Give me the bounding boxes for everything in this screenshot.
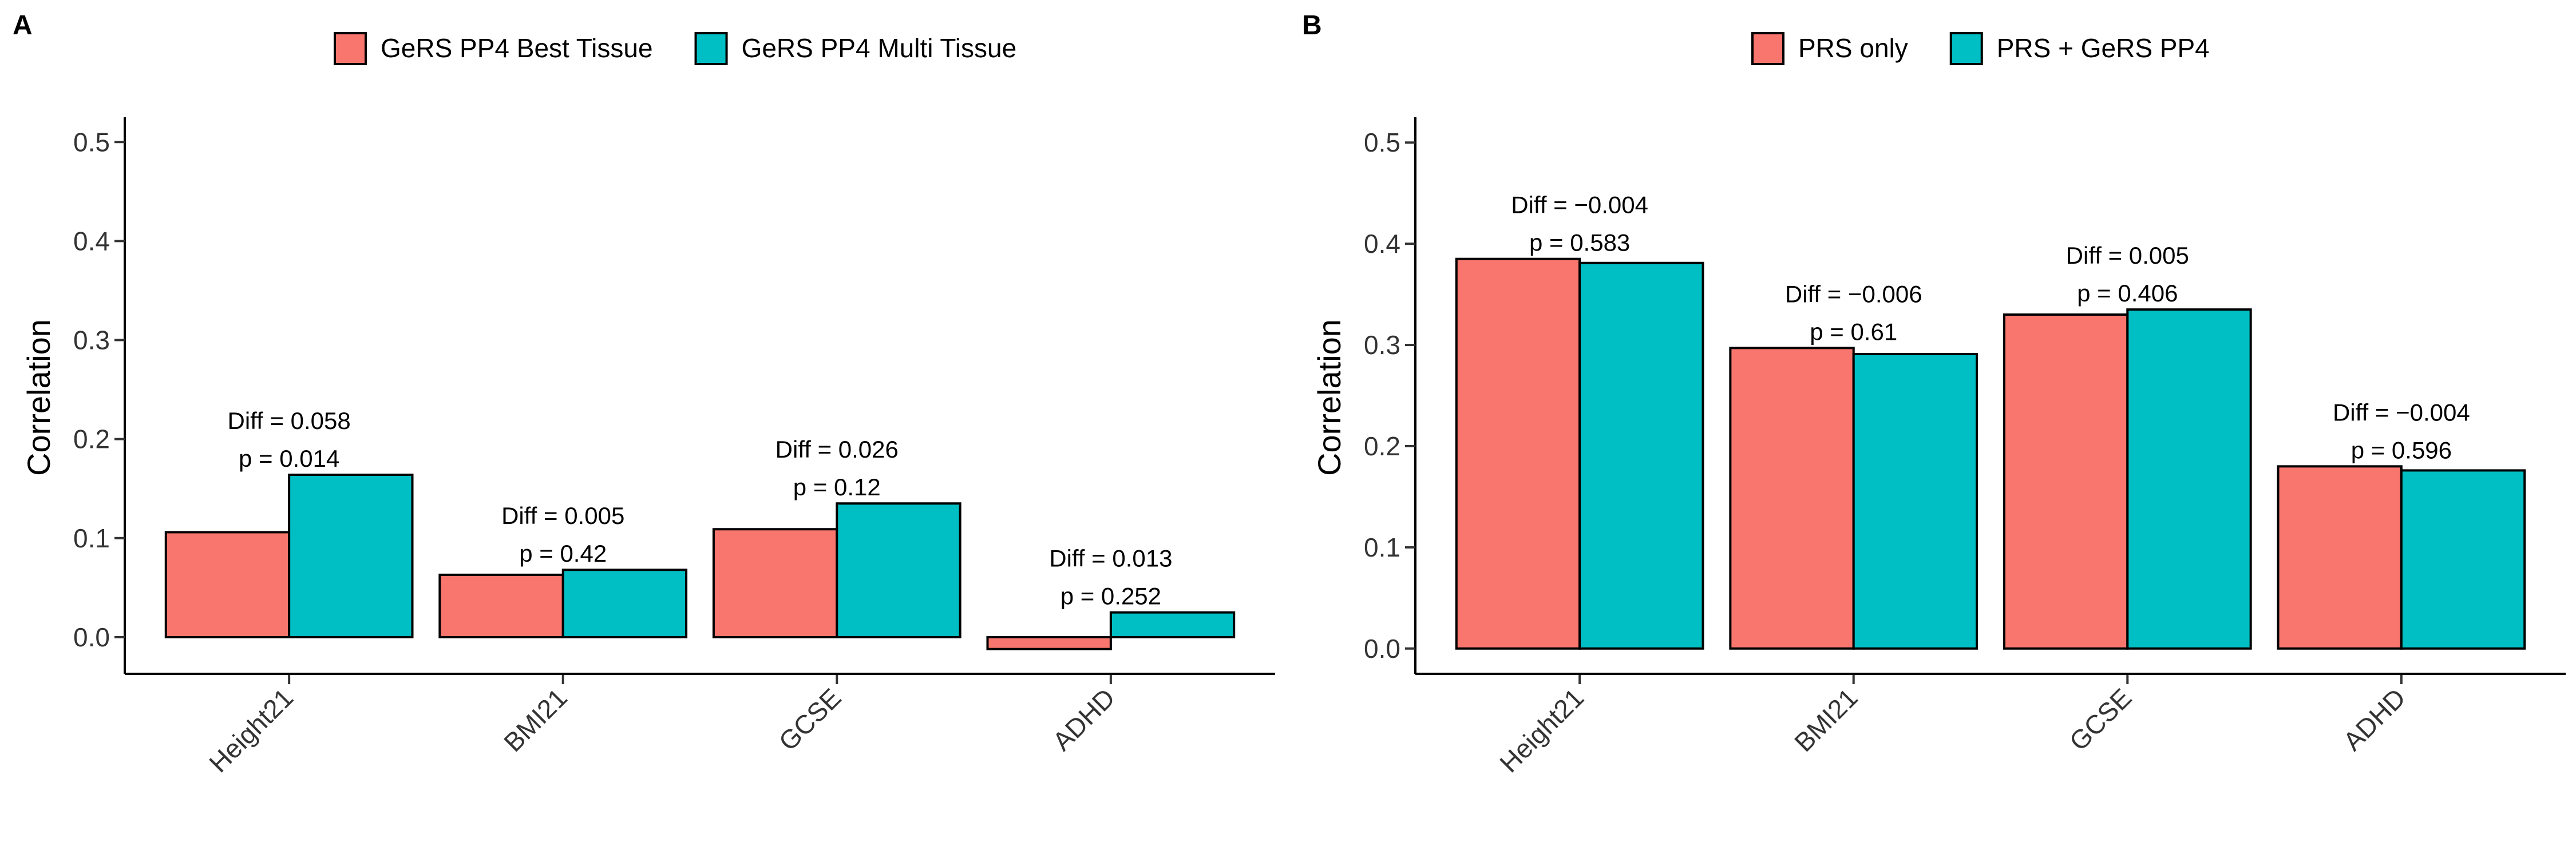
y-tick-label: 0.0	[1364, 634, 1400, 664]
y-tick-label: 0.1	[1364, 533, 1400, 562]
bars	[164, 474, 1236, 650]
bar-adhd-second	[1109, 611, 1236, 638]
p-value-label: p = 0.406	[2077, 280, 2178, 307]
panel-label: B	[1302, 10, 1322, 41]
diff-label: Diff = 0.058	[228, 407, 351, 434]
bars	[1455, 257, 2526, 650]
bar-height21-second	[288, 474, 414, 638]
bar-bmi21-second	[561, 569, 688, 638]
x-tick-label: GCSE	[2063, 682, 2137, 756]
panel-b: B Correlation PRS only PRS + GeRS PP4 Dif…	[1302, 10, 2566, 778]
diff-label: Diff = 0.005	[501, 502, 624, 529]
bar-height21-first	[164, 531, 291, 638]
legend: GeRS PP4 Best Tissue GeRS PP4 Multi Tissu…	[334, 32, 1017, 65]
y-tick-label: 0.5	[73, 127, 110, 157]
bar-gcse-second	[2126, 308, 2252, 650]
annotations: Diff = 0.058 p = 0.014 Diff = 0.005 p = 0.4…	[228, 407, 1173, 610]
p-value-label: p = 0.42	[519, 540, 607, 567]
legend-swatch	[1949, 32, 1983, 65]
x-tick-label: ADHD	[2337, 682, 2411, 756]
legend-label: PRS + GeRS PP4	[1997, 33, 2210, 63]
bar-adhd-second	[2400, 469, 2526, 650]
p-value-label: p = 0.596	[2351, 436, 2452, 463]
p-value-label: p = 0.252	[1061, 583, 1161, 610]
y-tick-label: 0.1	[73, 523, 110, 553]
y-axis-label: Correlation	[21, 319, 57, 476]
legend-label: PRS only	[1798, 33, 1908, 63]
y-tick-label: 0.4	[1364, 229, 1400, 259]
y-axis-label: Correlation	[1311, 319, 1347, 476]
legend-swatch	[334, 32, 367, 65]
diff-label: Diff = 0.005	[2066, 242, 2189, 269]
diff-label: Diff = 0.013	[1049, 545, 1172, 572]
bar-adhd-first	[986, 635, 1112, 650]
p-value-label: p = 0.014	[239, 445, 339, 472]
y-tick-label: 0.3	[73, 325, 110, 355]
y-tick-label: 0.4	[73, 226, 110, 256]
bar-bmi21-second	[1852, 352, 1979, 650]
x-tick-label: BMI21	[1788, 682, 1863, 757]
diff-label: Diff = 0.026	[775, 436, 899, 463]
panel-a: A Correlation GeRS PP4 Best Tissue GeRS P…	[13, 10, 1275, 778]
bar-bmi21-first	[1729, 347, 1855, 650]
annotations: Diff = −0.004 p = 0.583 Diff = −0.006 p = 0…	[1511, 192, 2470, 464]
bar-bmi21-first	[438, 573, 564, 638]
y-tick-label: 0.0	[73, 622, 110, 652]
y-tick-label: 0.2	[1364, 431, 1400, 461]
diff-label: Diff = −0.004	[2333, 399, 2470, 426]
bar-gcse-first	[712, 528, 838, 638]
x-tick-label: GCSE	[773, 682, 846, 756]
y-tick-label: 0.5	[1364, 128, 1400, 157]
bar-gcse-second	[836, 502, 961, 638]
diff-label: Diff = −0.004	[1511, 192, 1648, 219]
x-tick-label: Height21	[203, 682, 299, 778]
y-tick-label: 0.2	[73, 424, 110, 454]
x-tick-label: ADHD	[1047, 682, 1121, 756]
bar-height21-second	[1578, 261, 1704, 650]
p-value-label: p = 0.583	[1529, 229, 1630, 256]
bar-adhd-first	[2277, 465, 2403, 650]
legend-label: GeRS PP4 Multi Tissue	[742, 33, 1017, 63]
p-value-label: p = 0.12	[793, 474, 881, 500]
p-value-label: p = 0.61	[1810, 318, 1897, 345]
legend: PRS only PRS + GeRS PP4	[1751, 32, 2210, 65]
x-tick-label: Height21	[1494, 682, 1589, 778]
legend-label: GeRS PP4 Best Tissue	[381, 33, 653, 63]
bar-height21-first	[1455, 257, 1581, 650]
panel-label: A	[13, 10, 33, 41]
y-tick-label: 0.3	[1364, 330, 1400, 360]
x-tick-label: BMI21	[498, 682, 573, 757]
legend-swatch	[694, 32, 728, 65]
legend-swatch	[1751, 32, 1784, 65]
bar-gcse-first	[2003, 313, 2129, 650]
diff-label: Diff = −0.006	[1785, 280, 1922, 307]
